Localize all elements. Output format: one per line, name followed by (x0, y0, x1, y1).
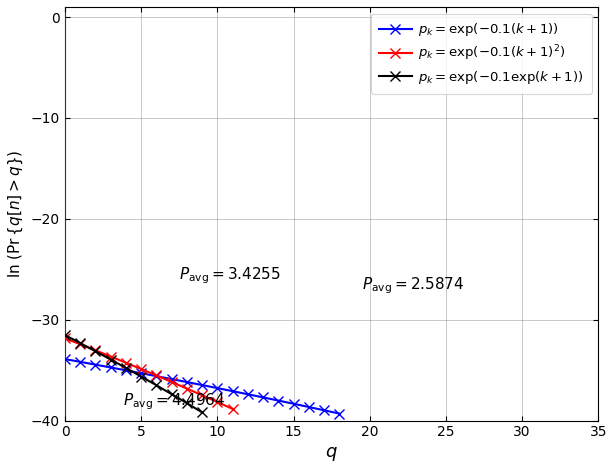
$p_k = \exp(-0.1\exp(k+1))$ (77, 340, 84, 346)
$p_k = \exp(-0.1\exp(k+1))$ (138, 374, 145, 379)
$p_k = \exp(-0.1\exp(k+1))$ (61, 332, 69, 338)
$p_k = \exp(-0.1\exp(k+1))$ (198, 409, 206, 415)
$p_k = \exp(-0.1(k+1))$ (138, 370, 145, 376)
$p_k = \exp(-0.1\exp(k+1))$ (153, 383, 160, 388)
$p_k = \exp(-0.1(k+1))$ (61, 356, 69, 362)
Text: $P_{\mathrm{avg}} = 4.4964$: $P_{\mathrm{avg}} = 4.4964$ (123, 392, 225, 412)
Y-axis label: $\ln\,(\Pr\{q[n] > q\})$: $\ln\,(\Pr\{q[n] > q\})$ (7, 149, 25, 278)
$p_k = \exp(-0.1(k+1)^2)$ (168, 379, 176, 385)
$p_k = \exp(-0.1(k+1)^2)$ (92, 347, 99, 353)
$p_k = \exp(-0.1(k+1)^2)$ (122, 360, 130, 366)
$p_k = \exp(-0.1(k+1)^2)$ (138, 366, 145, 372)
Line: $p_k = \exp(-0.1(k+1)^2)$: $p_k = \exp(-0.1(k+1)^2)$ (60, 333, 238, 414)
$p_k = \exp(-0.1(k+1))$ (183, 379, 190, 385)
$p_k = \exp(-0.1(k+1)^2)$ (229, 406, 236, 412)
Line: $p_k = \exp(-0.1\exp(k+1))$: $p_k = \exp(-0.1\exp(k+1))$ (60, 330, 207, 417)
$p_k = \exp(-0.1(k+1))$ (290, 401, 297, 407)
$p_k = \exp(-0.1(k+1))$ (274, 398, 282, 403)
$p_k = \exp(-0.1(k+1))$ (259, 395, 266, 400)
$p_k = \exp(-0.1(k+1))$ (214, 385, 221, 391)
$p_k = \exp(-0.1(k+1))$ (107, 365, 114, 370)
Line: $p_k = \exp(-0.1(k+1))$: $p_k = \exp(-0.1(k+1))$ (60, 354, 344, 418)
$p_k = \exp(-0.1(k+1))$ (168, 376, 176, 382)
$p_k = \exp(-0.1(k+1))$ (153, 373, 160, 379)
$p_k = \exp(-0.1(k+1))$ (244, 392, 252, 397)
$p_k = \exp(-0.1\exp(k+1))$ (183, 400, 190, 406)
$p_k = \exp(-0.1(k+1))$ (77, 359, 84, 365)
X-axis label: $q$: $q$ (325, 445, 338, 463)
$p_k = \exp(-0.1(k+1))$ (92, 362, 99, 368)
$p_k = \exp(-0.1\exp(k+1))$ (122, 365, 130, 371)
$p_k = \exp(-0.1(k+1)^2)$ (183, 386, 190, 392)
$p_k = \exp(-0.1(k+1))$ (229, 388, 236, 394)
$p_k = \exp(-0.1\exp(k+1))$ (92, 348, 99, 354)
$p_k = \exp(-0.1(k+1))$ (336, 411, 343, 416)
$p_k = \exp(-0.1(k+1))$ (122, 368, 130, 373)
$p_k = \exp(-0.1(k+1)^2)$ (198, 392, 206, 398)
$p_k = \exp(-0.1(k+1)^2)$ (77, 342, 84, 347)
$p_k = \exp(-0.1(k+1))$ (305, 404, 313, 410)
$p_k = \exp(-0.1(k+1)^2)$ (61, 336, 69, 341)
$p_k = \exp(-0.1(k+1))$ (321, 407, 328, 413)
Legend: $p_k = \exp(-0.1(k+1))$, $p_k = \exp(-0.1(k+1)^2)$, $p_k = \exp(-0.1\exp(k+1))$: $p_k = \exp(-0.1(k+1))$, $p_k = \exp(-0.… (371, 14, 592, 94)
$p_k = \exp(-0.1(k+1)^2)$ (107, 354, 114, 360)
$p_k = \exp(-0.1\exp(k+1))$ (168, 392, 176, 397)
Text: $P_{\mathrm{avg}} = 2.5874$: $P_{\mathrm{avg}} = 2.5874$ (362, 275, 465, 296)
$p_k = \exp(-0.1\exp(k+1))$ (107, 357, 114, 362)
$p_k = \exp(-0.1(k+1)^2)$ (214, 399, 221, 405)
$p_k = \exp(-0.1(k+1))$ (198, 382, 206, 388)
$p_k = \exp(-0.1(k+1)^2)$ (153, 373, 160, 378)
Text: $P_{\mathrm{avg}} = 3.4255$: $P_{\mathrm{avg}} = 3.4255$ (179, 266, 281, 286)
